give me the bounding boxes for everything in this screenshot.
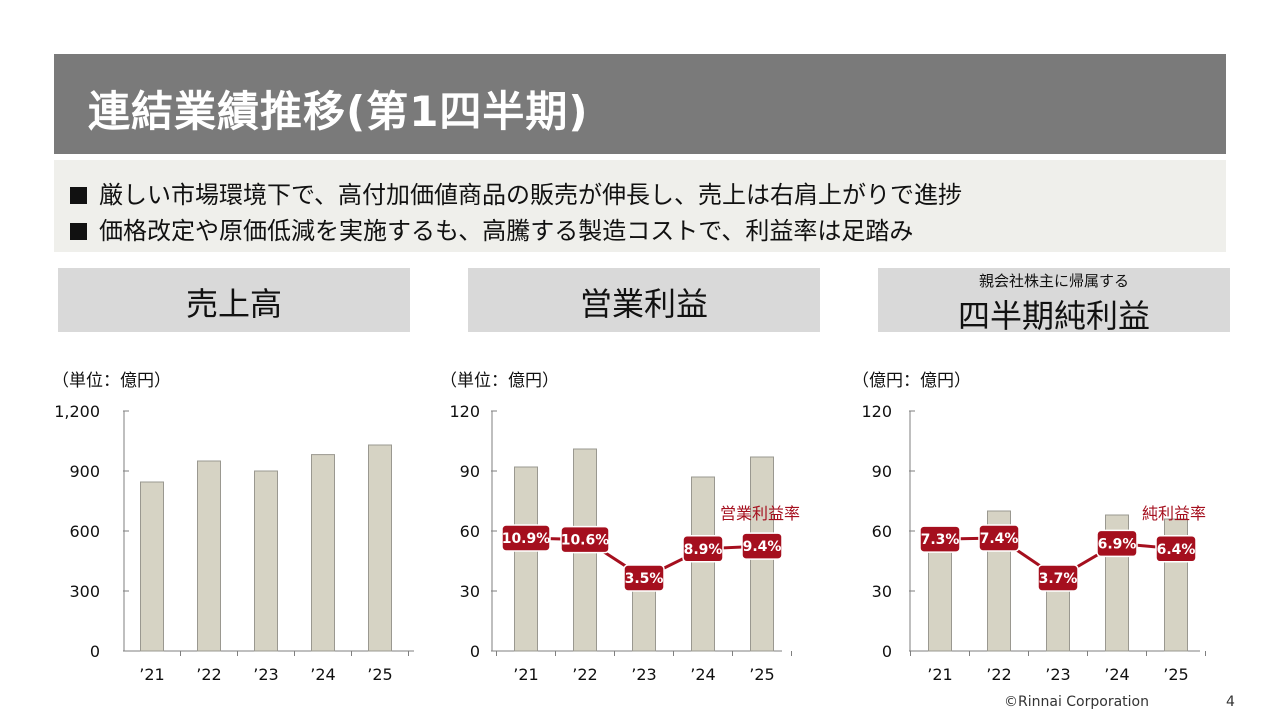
y-tick-label: 90 [460, 462, 480, 481]
x-tick-label: ’25 [367, 665, 392, 684]
operating-unit-label: （単位：億円） [440, 371, 559, 391]
bar [632, 590, 656, 652]
bullet-text: 価格改定や原価低減を実施するも、高騰する製造コストで、利益率は足踏み [99, 217, 914, 245]
sales-unit-label: （単位：億円） [52, 371, 171, 391]
bar [254, 470, 278, 652]
x-tick-label: ’24 [690, 665, 715, 684]
y-tick-label: 0 [90, 642, 100, 661]
x-tick-label: ’25 [1163, 665, 1188, 684]
x-tick-label: ’22 [986, 665, 1011, 684]
margin-data-label: 9.4% [743, 539, 782, 555]
bar [1046, 590, 1070, 652]
net-profit-header-label: 四半期純利益 [957, 297, 1150, 335]
bullet-text: 厳しい市場環境下で、高付加価値商品の販売が伸長し、売上は右肩上がりで進捗 [99, 181, 963, 209]
x-tick-label: ’22 [572, 665, 597, 684]
x-tick-label: ’25 [749, 665, 774, 684]
copyright-text: ©Rinnai Corporation [1004, 694, 1149, 710]
net-profit-header-sublabel: 親会社株主に帰属する [978, 272, 1129, 290]
margin-data-label-box [1155, 535, 1197, 563]
x-tick-label: ’21 [513, 665, 538, 684]
margin-data-label-box [560, 525, 610, 554]
x-tick-label: ’24 [310, 665, 335, 684]
bullet-item: 厳しい市場環境下で、高付加価値商品の販売が伸長し、売上は右肩上がりで進捗 [70, 175, 962, 210]
page-title: 連結業績推移(第1四半期) [88, 87, 589, 136]
y-tick-label: 120 [861, 402, 892, 421]
x-tick-label: ’23 [631, 665, 656, 684]
y-tick-label: 90 [872, 462, 892, 481]
y-tick-label: 60 [460, 522, 480, 541]
square-bullet-icon [70, 223, 87, 240]
operating-profit-chart: 0 30 60 90 120 ’21 ’22 ’23 ’24 ’25 10.9% 10.6% 3.5% 8… [449, 402, 800, 684]
page-number: 4 [1226, 694, 1235, 710]
y-tick-label: 300 [69, 582, 100, 601]
x-tick-label: ’21 [927, 665, 952, 684]
y-tick-label: 30 [460, 582, 480, 601]
y-tick-label: 900 [69, 462, 100, 481]
margin-data-label-box [978, 524, 1020, 552]
x-tick-label: ’23 [253, 665, 278, 684]
margin-data-label: 10.9% [502, 531, 551, 547]
square-bullet-icon [70, 187, 87, 204]
title-bar: 連結業績推移(第1四半期) [54, 54, 1226, 154]
bar [197, 460, 221, 652]
bar [140, 481, 164, 652]
x-tick-label: ’21 [139, 665, 164, 684]
y-tick-label: 60 [872, 522, 892, 541]
margin-data-label: 3.5% [625, 571, 664, 587]
operating-profit-header-label: 営業利益 [579, 285, 708, 323]
y-tick-label: 0 [882, 642, 892, 661]
x-tick-label: ’23 [1045, 665, 1070, 684]
y-tick-label: 600 [69, 522, 100, 541]
y-tick-label: 120 [449, 402, 480, 421]
margin-data-label: 3.7% [1039, 571, 1078, 587]
margin-data-label-box [682, 535, 724, 563]
net-profit-chart: 0 30 60 90 120 ’21 ’22 ’23 ’24 ’25 7.3% 7.4% 3.7% 6.9… [861, 402, 1206, 684]
margin-data-label: 7.3% [921, 532, 960, 548]
bar [311, 454, 335, 652]
legend-label: 営業利益率 [720, 504, 800, 523]
x-tick-label: ’22 [196, 665, 221, 684]
margin-data-label: 6.4% [1157, 542, 1196, 558]
y-tick-label: 1,200 [54, 402, 100, 421]
sales-chart: 0 300 600 900 1,200 ’21 ’22 ’23 ’24 ’25 [54, 402, 414, 684]
bullet-item: 価格改定や原価低減を実施するも、高騰する製造コストで、利益率は足踏み [70, 211, 913, 246]
net-profit-header: 親会社株主に帰属する 四半期純利益 [878, 268, 1230, 335]
margin-data-label: 6.9% [1098, 536, 1137, 552]
margin-data-label-box [741, 532, 783, 560]
margin-data-label: 7.4% [980, 531, 1019, 547]
margin-data-label-box [1037, 564, 1079, 592]
margin-data-label-box [1096, 529, 1138, 558]
bar [368, 444, 392, 652]
sales-header-label: 売上高 [185, 285, 282, 323]
bar [514, 466, 538, 652]
legend-label: 純利益率 [1142, 504, 1206, 523]
y-tick-label: 30 [872, 582, 892, 601]
operating-profit-header: 営業利益 [468, 268, 820, 332]
margin-data-label: 10.6% [561, 533, 610, 549]
x-tick-label: ’24 [1104, 665, 1129, 684]
summary-bullets: 厳しい市場環境下で、高付加価値商品の販売が伸長し、売上は右肩上がりで進捗 価格改… [54, 160, 1226, 252]
margin-data-label-box [623, 564, 665, 592]
y-tick-label: 0 [470, 642, 480, 661]
margin-data-label: 8.9% [684, 542, 723, 558]
margin-data-label-box [919, 525, 961, 553]
bar [691, 476, 715, 652]
net-unit-label: （億円：億円） [852, 371, 971, 391]
sales-header: 売上高 [58, 268, 410, 332]
margin-data-label-box [501, 524, 551, 552]
